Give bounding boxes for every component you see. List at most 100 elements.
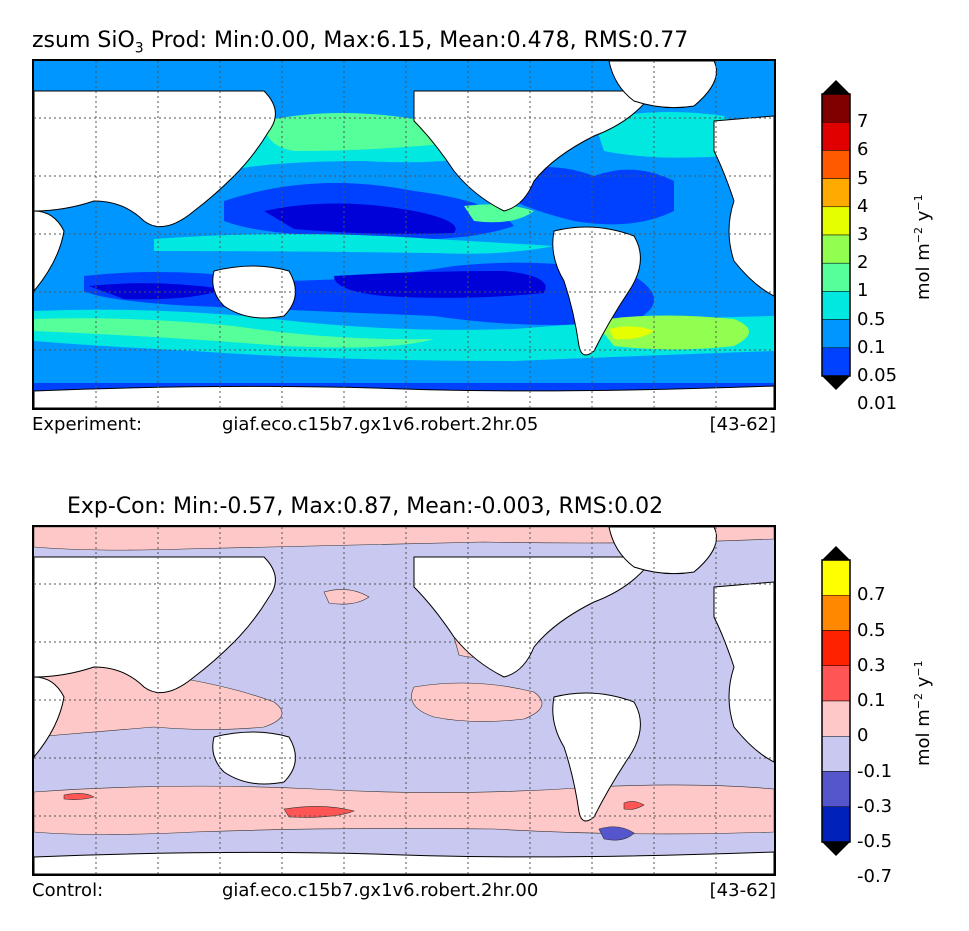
bottom-continents: [34, 527, 774, 874]
top-africa-east: [713, 115, 774, 297]
top-colorbar-svg: [821, 80, 851, 390]
top-antarctica: [34, 385, 774, 408]
top-spacific-core: [334, 271, 546, 298]
bottom-colorbar-swatch: [821, 736, 851, 772]
top-colorbar-tick-label: 7: [857, 111, 869, 133]
top-colorbar-swatch: [821, 178, 851, 208]
top-continents: [34, 61, 774, 408]
top-colorbar-outline: [821, 93, 851, 377]
top-natlantic-low: [514, 167, 674, 225]
top-colorbar-extend-min: [822, 376, 850, 390]
top-map: [32, 59, 776, 410]
bottom-colorbar-tick-label: -0.5: [857, 831, 893, 852]
bottom-colorbar-tick-label: 0.5: [857, 619, 886, 641]
top-colorbar-tick-label: 2: [857, 252, 869, 274]
top-gridlines: [34, 61, 774, 408]
bottom-colorbar-tick-label: -0.1: [857, 760, 893, 782]
bottom-colorbar-swatch: [821, 806, 851, 843]
bottom-footer-label: Control:: [32, 880, 104, 901]
top-colorbar-swatch: [821, 121, 851, 151]
bottom-north-america: [413, 556, 655, 678]
bottom-colorbar-extend-max: [822, 546, 850, 560]
top-unit-exp1: −2: [912, 226, 925, 244]
bottom-map: [32, 525, 776, 876]
bottom-southern-positive: [34, 784, 774, 835]
top-colorbar-swatch: [821, 93, 851, 123]
top-southern-high: [34, 318, 434, 348]
top-satlantic-peak: [609, 326, 654, 340]
top-colorbar-swatch: [821, 262, 851, 292]
top-indian-core: [89, 283, 224, 300]
bottom-map-title: Exp-Con: Min:-0.57, Max:0.87, Mean:-0.00…: [67, 494, 664, 519]
top-colorbar-swatch: [821, 234, 851, 264]
bottom-footer-experiment: giaf.eco.c15b7.gx1v6.robert.2hr.00: [222, 880, 539, 901]
top-colorbar-swatch: [821, 150, 851, 179]
top-satlantic-high: [594, 315, 749, 350]
bottom-unit-main: mol m: [913, 709, 934, 766]
bottom-eurasia: [34, 556, 276, 694]
top-title-variable: zsum SiO: [32, 28, 135, 53]
top-south-america: [552, 226, 641, 356]
top-colorbar-swatch: [821, 319, 851, 349]
top-eurasia: [34, 90, 276, 228]
bottom-unit-exp1: −2: [912, 692, 925, 710]
top-equatorial-band: [154, 234, 554, 254]
top-map-title: zsum SiO3 Prod: Min:0.00, Max:6.15, Mean…: [32, 28, 688, 56]
bottom-npacific-patch2: [323, 589, 370, 605]
top-eq-upwelling: [464, 204, 534, 223]
bottom-colorbar-swatch: [821, 700, 851, 737]
bottom-negative-regions: [598, 826, 635, 841]
top-colorbar-extend-max: [822, 80, 850, 94]
bottom-colorbar: [821, 546, 851, 856]
bottom-colorbar-unit: mol m−2 y−1: [912, 660, 934, 766]
bottom-colorbar-tick-label: -0.3: [857, 795, 893, 817]
top-colorbar: [821, 80, 851, 390]
bottom-colorbar-tick-label: 0: [857, 725, 869, 747]
bottom-antarctica: [34, 851, 774, 874]
top-subpolar-band: [594, 112, 739, 158]
top-colorbar-swatch: [821, 347, 851, 377]
bottom-colorbar-tick-label: -0.7: [857, 866, 893, 888]
bottom-strong-positive: [63, 793, 645, 818]
bottom-colorbar-swatch: [821, 665, 851, 702]
top-colorbar-tick-label: 5: [857, 167, 869, 189]
bottom-colorbar-swatch: [821, 630, 851, 666]
top-colorbar-tick-label: 4: [857, 195, 869, 217]
top-title-subscript: 3: [134, 40, 144, 57]
bottom-africa-east: [713, 581, 774, 763]
top-colorbar-unit: mol m−2 y−1: [912, 194, 934, 300]
top-footer-experiment: giaf.eco.c15b7.gx1v6.robert.2hr.05: [222, 414, 539, 435]
top-colorbar-tick-label: 0.5: [857, 308, 886, 330]
bottom-unit-exp2: −1: [912, 660, 925, 677]
top-colorbar-tick-label: 0.01: [857, 393, 898, 415]
bottom-colorbar-swatch: [821, 771, 851, 807]
top-map-svg: [34, 61, 774, 408]
bottom-colorbar-outline: [821, 559, 851, 843]
bottom-south-america: [552, 692, 641, 822]
top-unit-main: mol m: [913, 243, 934, 300]
bottom-eq-pacific-positive: [411, 682, 543, 722]
top-north-america: [413, 90, 655, 212]
bottom-colorbar-svg: [821, 546, 851, 856]
bottom-colorbar-swatch: [821, 559, 851, 596]
top-colorbar-tick-label: 1: [857, 280, 869, 302]
top-colorbar-swatch: [821, 291, 851, 320]
top-unit-exp2: −1: [912, 194, 925, 211]
bottom-colorbar-tick-label: 0.1: [857, 690, 886, 711]
bottom-colorbar-tick-label: 0.7: [857, 584, 886, 606]
top-title-stats: Prod: Min:0.00, Max:6.15, Mean:0.478, RM…: [143, 28, 689, 53]
bottom-gridlines: [34, 527, 774, 874]
top-colorbar-tick-label: 0.1: [857, 336, 886, 358]
bottom-colorbar-extend-min: [822, 842, 850, 856]
bottom-africa: [34, 676, 65, 758]
top-colorbar-tick-label: 6: [857, 139, 869, 161]
top-npacific-core: [264, 203, 456, 234]
bottom-unit-mid: y: [913, 676, 934, 693]
top-colorbar-tick-label: 0.05: [857, 365, 898, 386]
top-footer-label: Experiment:: [32, 414, 143, 435]
bottom-colorbar-swatch: [821, 595, 851, 631]
top-footer-years: [43-62]: [709, 414, 776, 435]
bottom-map-svg: [34, 527, 774, 874]
top-africa: [34, 210, 65, 292]
top-npacific-high: [264, 112, 456, 151]
